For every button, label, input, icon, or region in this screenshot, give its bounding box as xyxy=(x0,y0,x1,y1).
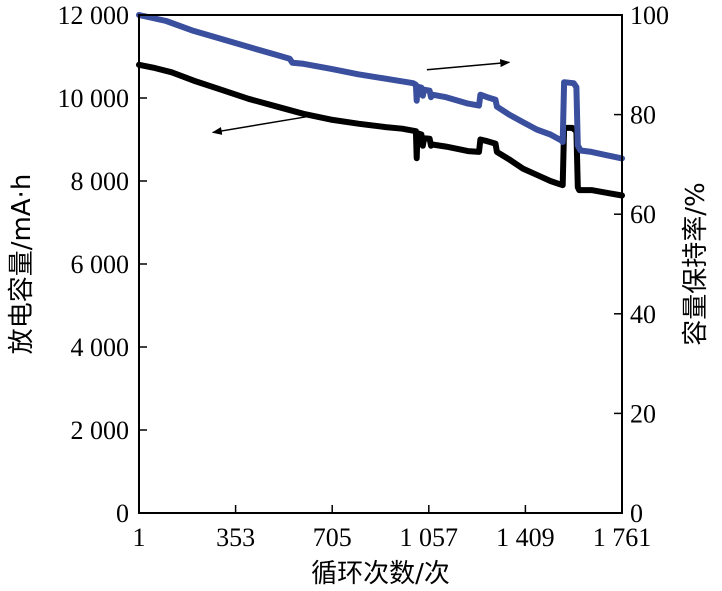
right-y-axis-label: 容量保持率/% xyxy=(681,182,711,345)
x-tick-label: 1 761 xyxy=(593,523,652,552)
left-y-tick-label: 4 000 xyxy=(71,333,130,362)
left-y-tick-label: 2 000 xyxy=(71,416,130,445)
left-y-axis-ticks: 0 2 000 4 000 6 000 8 000 10 000 12 000 xyxy=(58,1,147,528)
annotation-layer xyxy=(211,59,511,135)
x-tick-label: 1 057 xyxy=(400,523,459,552)
right-y-tick-label: 20 xyxy=(630,399,656,428)
left-y-tick-label: 12 000 xyxy=(58,1,130,30)
annotation-arrow xyxy=(426,59,511,71)
capacity-series-line xyxy=(136,61,625,199)
right-y-tick-label: 40 xyxy=(630,300,656,329)
retention-series-line xyxy=(136,12,625,162)
series-layer xyxy=(136,12,625,199)
left-y-tick-label: 8 000 xyxy=(71,167,130,196)
left-y-axis-label: 放电容量/mA·h xyxy=(7,174,37,355)
x-tick-label: 705 xyxy=(313,523,352,552)
left-y-tick-label: 10 000 xyxy=(58,84,130,113)
plot-frame xyxy=(138,14,623,514)
x-axis-label: 循环次数/次 xyxy=(311,559,450,589)
right-y-tick-label: 0 xyxy=(630,499,643,528)
right-y-axis-ticks: 0 20 40 60 80 100 xyxy=(614,1,669,528)
right-y-tick-label: 80 xyxy=(630,101,656,130)
x-axis-ticks: 1 353 705 1 057 1 409 1 761 xyxy=(133,505,652,552)
right-y-tick-label: 100 xyxy=(630,1,669,30)
x-tick-label: 1 xyxy=(133,523,146,552)
x-tick-label: 1 409 xyxy=(496,523,555,552)
annotation-arrow xyxy=(211,114,315,135)
left-y-tick-label: 6 000 xyxy=(71,250,130,279)
x-tick-label: 353 xyxy=(216,523,255,552)
right-y-tick-label: 60 xyxy=(630,200,656,229)
left-y-tick-label: 0 xyxy=(116,499,129,528)
